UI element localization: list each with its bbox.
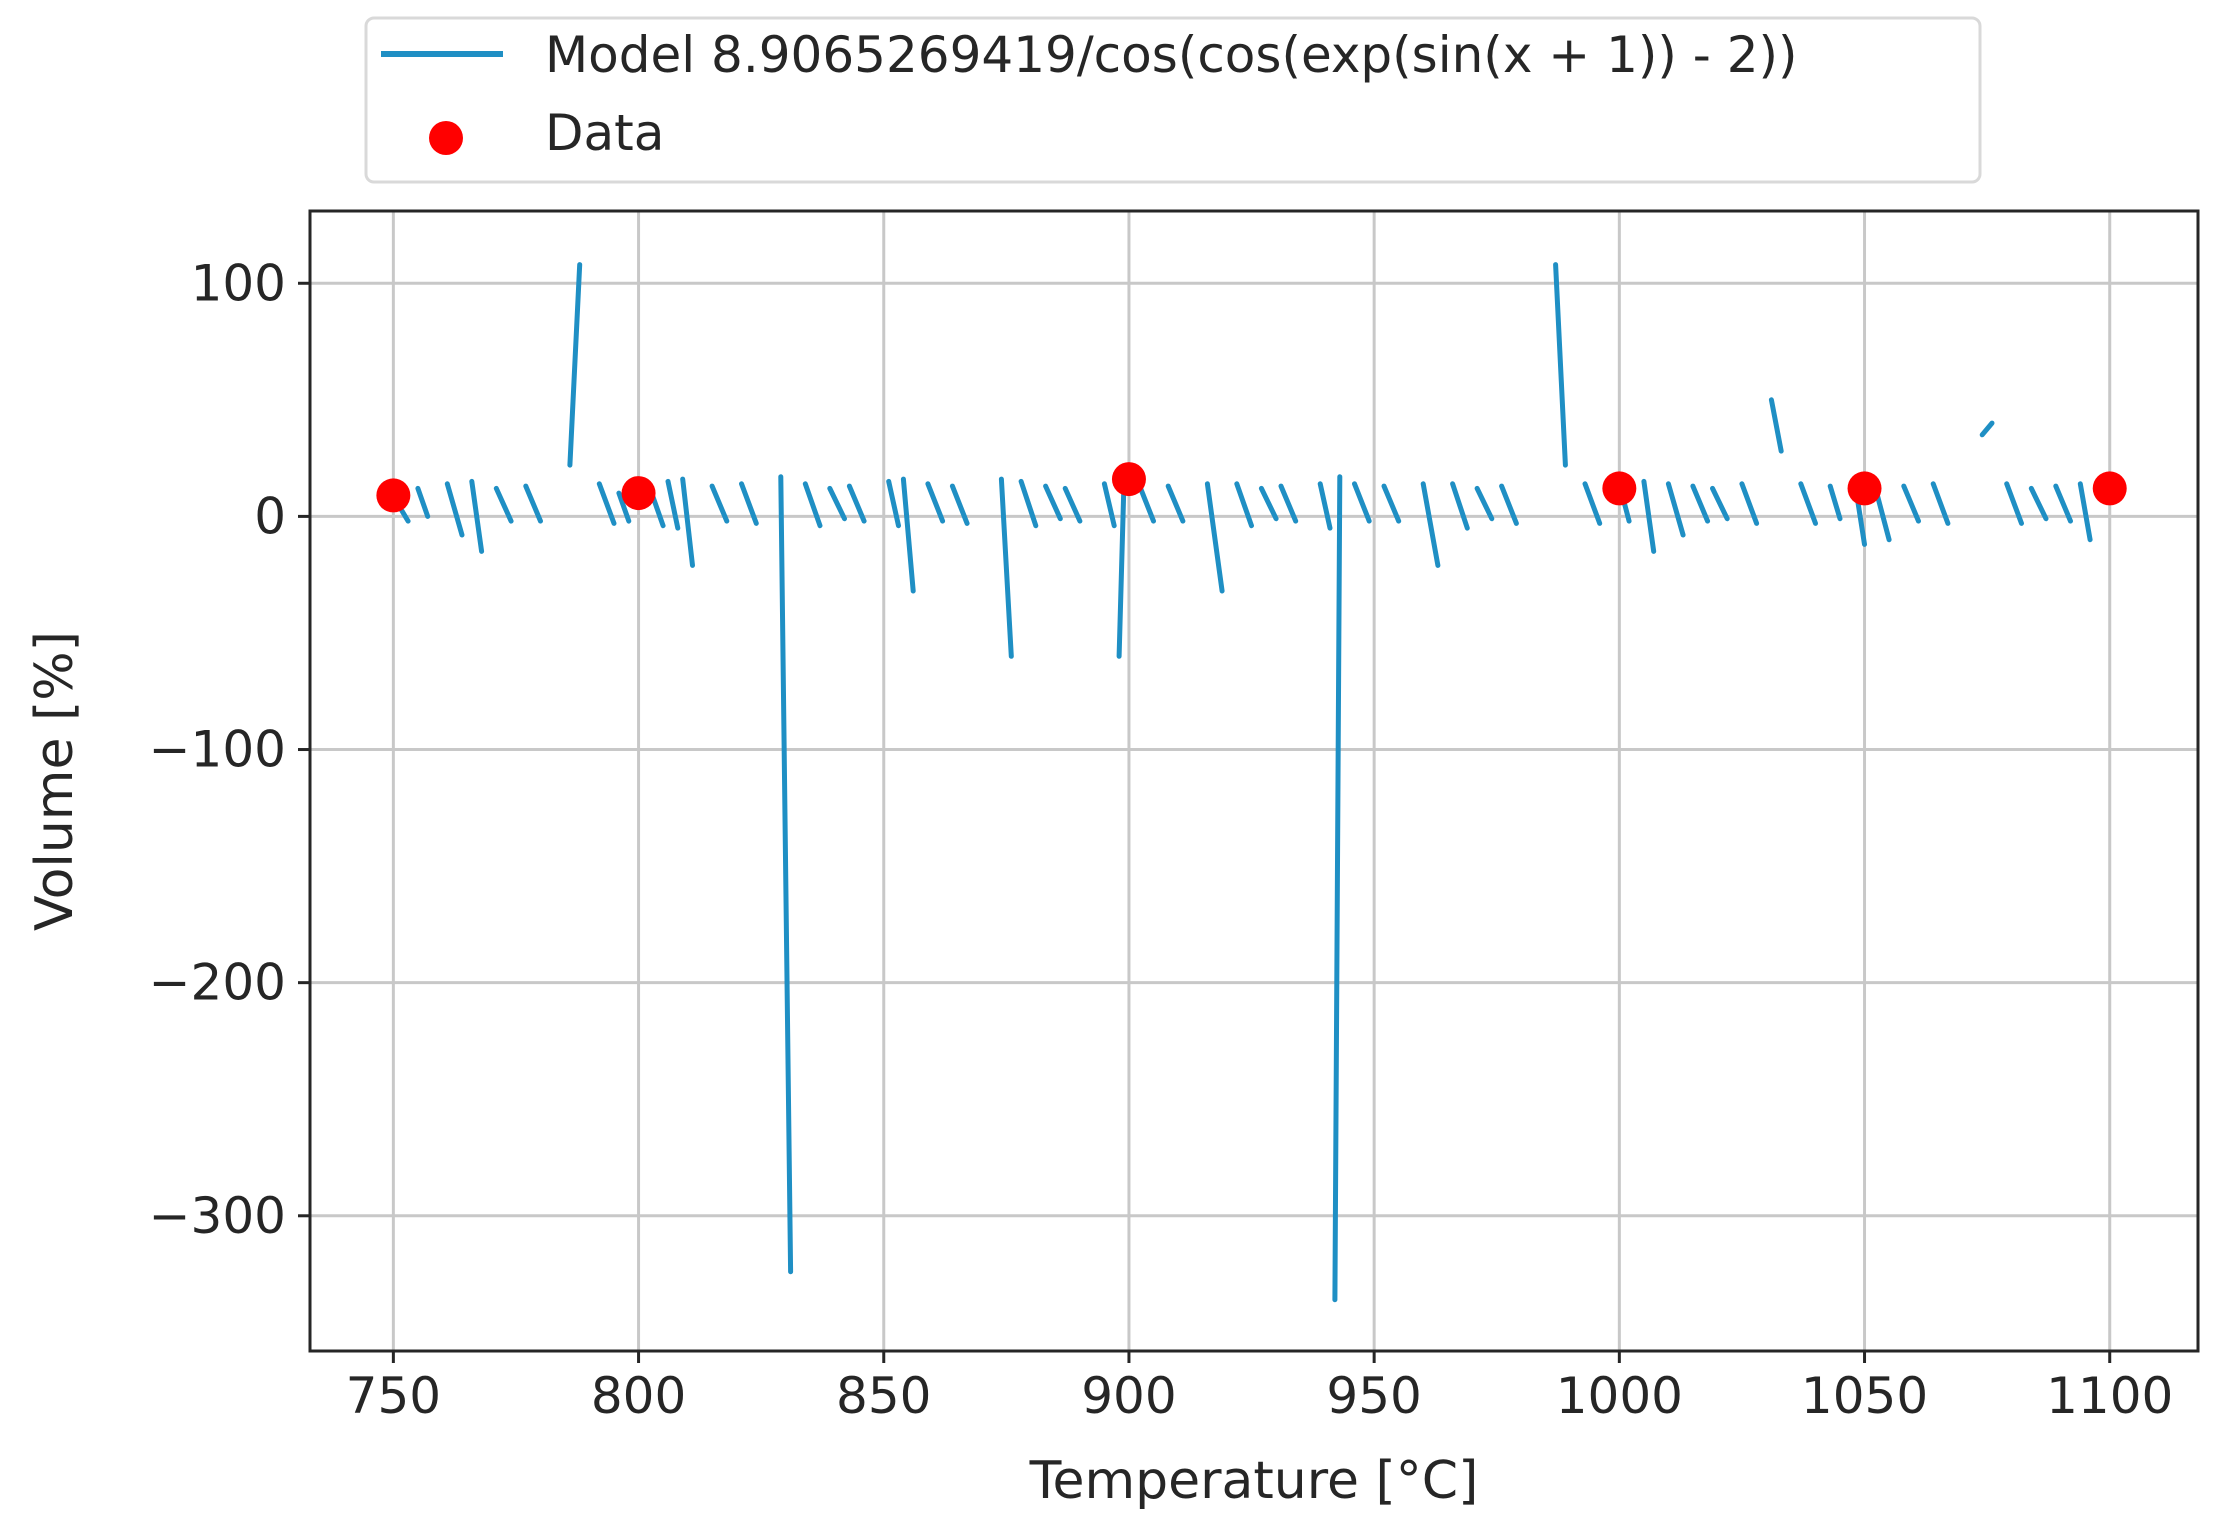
y-ticks: 100 0 −100 −200 −300 [149,254,310,1245]
model-line-segment [1798,481,1818,526]
model-line-segment [1901,483,1921,524]
model-line-segment [925,481,946,524]
model-line-segment [493,485,514,524]
data-point [376,478,411,513]
model-line-segment [709,483,730,524]
model-line-segment [846,483,867,524]
plot-frame [308,209,2200,1353]
model-line-segment [469,478,485,554]
x-tick-label: 900 [1081,1367,1176,1425]
model-line-segment [1234,481,1254,529]
model-line-segment [444,481,465,538]
model-line-segment [1332,474,1343,1303]
model-line-segment [827,485,847,522]
model-line-segment [1450,481,1470,531]
model-line-segment [567,262,583,468]
model-line [395,262,2093,1303]
model-line-segment [802,481,823,529]
model-line-segment [998,476,1014,659]
x-tick-label: 750 [346,1367,441,1425]
x-tick-label: 950 [1326,1367,1421,1425]
y-tick-label: 100 [191,254,286,312]
model-line-segment [1204,481,1225,594]
model-line-segment [1665,481,1686,538]
data-point [621,476,656,511]
legend-data-label: Data [545,104,664,162]
model-line-segment [1018,478,1039,529]
model-line-segment [616,490,632,524]
x-tick-label: 850 [836,1367,931,1425]
model-line-segment [1930,481,1951,526]
data-point [1111,462,1146,497]
data-point [2092,471,2127,506]
model-line-segment [680,476,695,568]
model-line-segment [1258,485,1279,522]
model-line-segment [665,478,681,531]
model-line-segment [1165,483,1186,524]
legend-model-label: Model 8.9065269419/cos(cos(exp(sin(x + 1… [545,26,1798,84]
legend-box [364,16,1982,184]
model-line-segment [1739,481,1760,526]
model-line-segment [900,476,916,594]
y-tick-label: 0 [254,487,286,545]
model-line-segment [1278,483,1299,524]
model-line-segment [886,478,901,529]
y-axis-title: Volume [%] [25,631,85,931]
model-line-segment [1474,485,1495,522]
y-tick-label: −100 [149,721,286,779]
model-line-segment [1979,420,1995,438]
model-line-segment [1710,485,1730,522]
y-tick-label: −300 [149,1187,286,1245]
model-line-segment [1101,481,1117,529]
model-line-segment [949,483,970,526]
model-line-segment [1317,481,1333,531]
model-line-segment [2028,485,2049,522]
model-line-segment [1062,485,1083,524]
model-line-segment [1641,478,1657,554]
model-line-segment [1768,397,1784,454]
model-line-segment [2077,481,2093,543]
x-ticks: 750 800 850 900 950 1000 1050 1100 [346,1351,2173,1425]
model-line-segment [1827,483,1843,522]
model-line-segment [415,485,431,519]
model-line-segment [1116,478,1127,659]
x-tick-label: 1050 [1801,1367,1928,1425]
model-line-segment [2053,483,2073,524]
model-line-segment [1553,262,1568,468]
model-line-segment [778,474,794,1275]
x-tick-label: 1100 [2046,1367,2173,1425]
model-line-segment [1352,481,1372,524]
legend: Model 8.9065269419/cos(cos(exp(sin(x + 1… [364,16,1982,184]
model-line-segment [1043,483,1063,522]
x-axis-title: Temperature [°C] [1029,1451,1479,1511]
x-tick-label: 800 [591,1367,686,1425]
model-line-segment [739,481,759,526]
model-line-segment [1690,483,1711,524]
x-tick-label: 1000 [1556,1367,1683,1425]
model-line-segment [1582,481,1603,526]
model-line-segment [1499,483,1519,526]
model-line-segment [2004,481,2024,526]
model-line-segment [1420,481,1441,568]
model-line-segment [1381,483,1402,524]
model-line-segment [523,483,543,524]
grid [310,211,2198,1351]
y-tick-label: −200 [149,954,286,1012]
data-point [1847,471,1882,506]
data-point [1602,471,1637,506]
legend-data-swatch [429,121,463,155]
data-points [376,462,2127,513]
model-line-segment [596,481,617,526]
